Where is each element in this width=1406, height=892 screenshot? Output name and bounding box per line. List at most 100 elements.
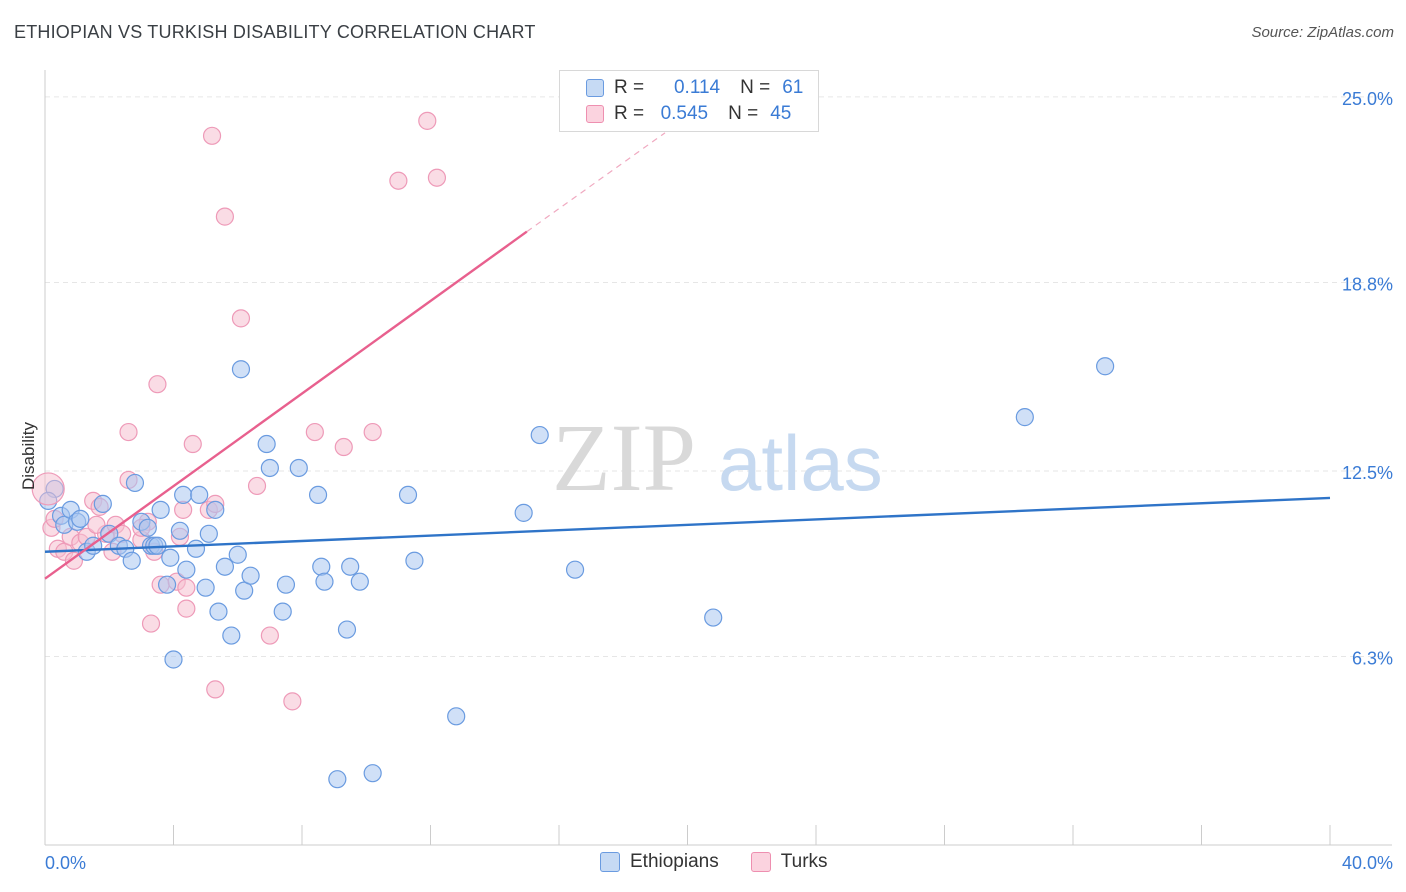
watermark-atlas: atlas [718, 419, 883, 507]
ethiopians-point [273, 602, 292, 621]
y-tick-label: 12.5% [1342, 463, 1393, 483]
ethiopians-point [71, 509, 90, 528]
turks-point [215, 207, 234, 226]
ethiopians-point [177, 560, 196, 579]
turks-point-large [31, 472, 65, 506]
legend-label-ethiopians: Ethiopians [630, 851, 719, 872]
ethiopians-point [138, 518, 157, 537]
legend-row-turks: R = 0.545 N = 45 [586, 101, 791, 127]
ethiopians-point [1096, 357, 1115, 376]
legend-r-label: R = [614, 103, 645, 124]
turks-point [427, 168, 447, 187]
legend-n-value: 61 [782, 77, 804, 98]
ethiopians-point [199, 524, 218, 543]
turks-point [305, 422, 324, 442]
ethiopians-point [260, 458, 279, 478]
turks-point [283, 692, 302, 711]
ethiopians-point [241, 566, 260, 585]
ethiopians-point [1015, 408, 1034, 427]
ethiopians-point [170, 521, 190, 540]
data-points [31, 111, 1115, 789]
ethiopians-point [222, 626, 241, 645]
ethiopians-point [704, 608, 723, 627]
ethiopians-point [405, 551, 424, 570]
x-tick-label: 40.0% [1342, 853, 1393, 873]
ethiopians-point [289, 458, 308, 478]
ethiopians-point [447, 707, 466, 726]
trend-lines [44, 132, 1331, 580]
turks-point [334, 437, 353, 457]
ethiopians-point [186, 539, 206, 558]
ethiopians-point [125, 473, 145, 493]
ethiopians-point [308, 485, 328, 505]
legend-row-ethiopians: R = 0.114 N = 61 [586, 75, 803, 101]
legend-n-label: N = [740, 77, 771, 98]
legend-n-value: 45 [770, 103, 792, 124]
ethiopians-point [164, 650, 183, 669]
ethiopians-point [337, 620, 357, 639]
ethiopians-point [209, 602, 228, 621]
turks-trend-line [44, 230, 528, 580]
turks-point [119, 422, 138, 442]
ethiopians-trend-line [44, 496, 1331, 553]
turks-point [363, 422, 382, 442]
legend-r-value: 0.114 [673, 77, 721, 98]
turks-point [202, 126, 222, 145]
ethiopians-point [161, 548, 180, 567]
turks-point [247, 476, 267, 496]
legend-item-turks: Turks [750, 851, 828, 873]
watermark-zip: ZIP [552, 404, 696, 511]
tick-labels: 6.3% 12.5% 18.8% 25.0% 0.0% 40.0% [45, 89, 1393, 873]
legend-r-label: R = [614, 77, 645, 98]
turks-point [177, 599, 196, 618]
ethiopians-point [93, 494, 112, 513]
ethiopians-point [190, 485, 209, 505]
turks-point [148, 375, 167, 394]
watermark: ZIP atlas [552, 404, 883, 511]
ethiopians-point [514, 503, 533, 522]
y-tick-label: 18.8% [1342, 274, 1393, 294]
ethiopians-point [196, 578, 215, 597]
x-tick-label: 0.0% [45, 853, 86, 873]
ethiopians-point [257, 434, 276, 454]
ethiopians-point [235, 581, 254, 600]
turks-point [418, 111, 437, 130]
turks-point [260, 626, 279, 645]
y-axis-title: Disability [19, 421, 38, 490]
source-label: Source: ZipAtlas.com [1251, 24, 1394, 41]
axes [44, 70, 1392, 846]
turks-point [183, 434, 202, 454]
ethiopians-point [312, 557, 331, 576]
turks-point [231, 309, 251, 328]
stats-legend: R = 0.114 N = 61 R = 0.545 N = 45 [559, 70, 819, 132]
ethiopians-point [231, 360, 251, 379]
turks-point [141, 614, 161, 633]
ethiopians-point [341, 557, 360, 576]
legend-item-ethiopians: Ethiopians [600, 851, 719, 873]
ethiopians-point [363, 764, 382, 783]
turks-point [206, 680, 225, 699]
ethiopians-point [350, 572, 369, 591]
legend-n-label: N = [728, 103, 759, 124]
turks-legend-swatch [750, 852, 771, 872]
ethiopians-point [565, 560, 585, 579]
y-tick-label: 6.3% [1352, 648, 1393, 668]
legend-label-turks: Turks [780, 851, 828, 872]
ethiopians-point [151, 500, 170, 519]
ethiopians-point [276, 575, 296, 594]
ethiopians-point [398, 485, 418, 505]
ethiopians-point [328, 770, 347, 789]
ethiopians-point [206, 500, 225, 519]
turks-point [177, 578, 196, 597]
series-legend: Ethiopians Turks [600, 851, 860, 873]
chart-title: ETHIOPIAN VS TURKISH DISABILITY CORRELAT… [14, 22, 536, 42]
legend-r-value: 0.545 [660, 103, 709, 124]
y-tick-label: 25.0% [1342, 89, 1393, 109]
turks-point [64, 551, 84, 570]
ethiopians-legend-swatch [600, 852, 620, 872]
turks-point [389, 171, 408, 190]
ethiopians-point [122, 551, 141, 570]
turks-swatch [586, 105, 604, 123]
ethiopians-point [157, 575, 177, 594]
